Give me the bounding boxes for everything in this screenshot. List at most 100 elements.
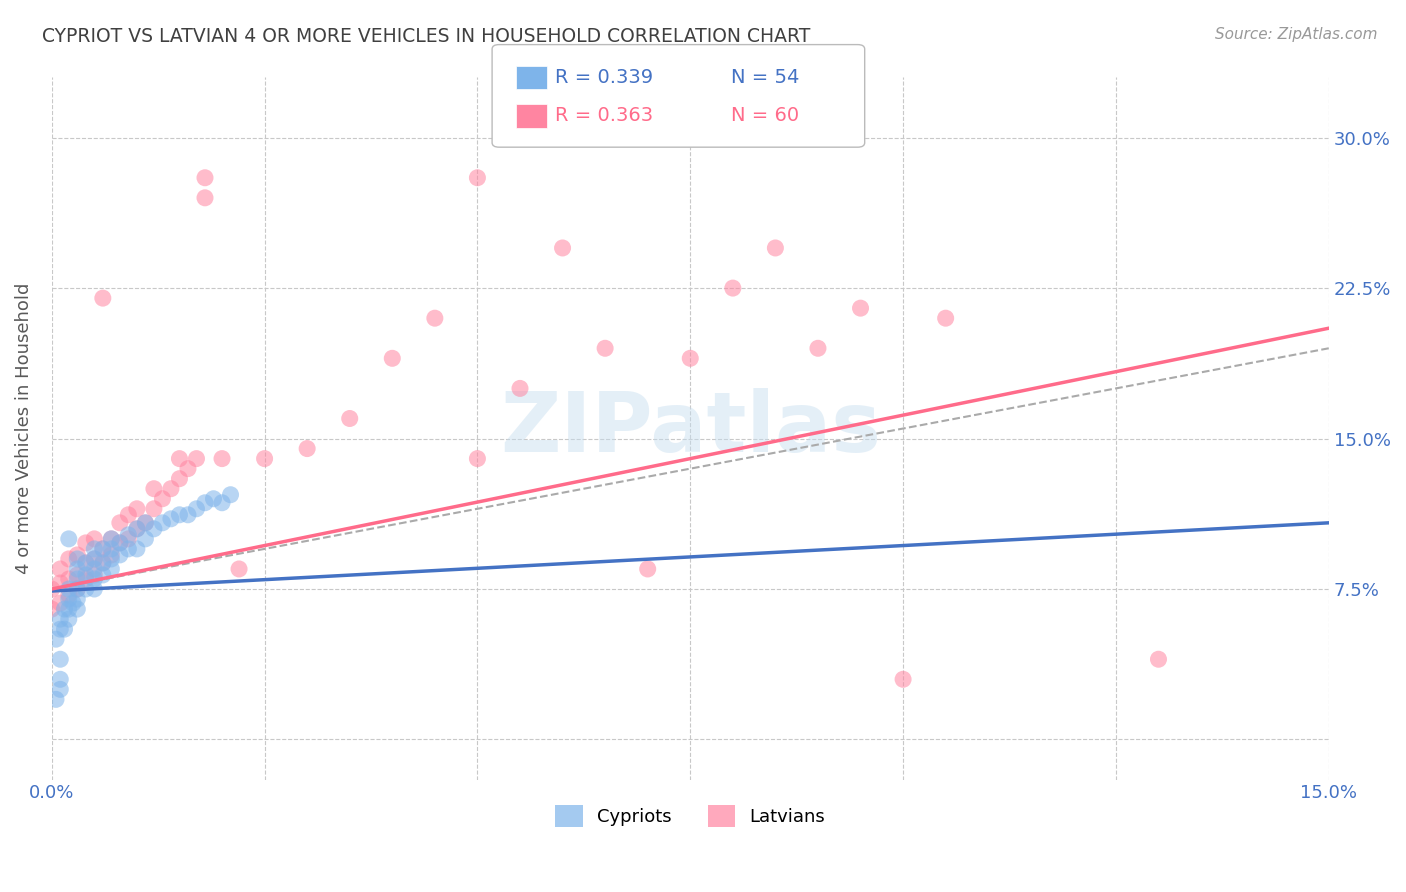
Point	[49, 622, 72, 636]
Point	[117, 528, 139, 542]
Point	[83, 541, 105, 556]
Point	[100, 541, 122, 556]
Point	[66, 568, 89, 582]
Point	[108, 536, 131, 550]
Point	[66, 548, 89, 562]
Point	[66, 562, 89, 576]
Point	[152, 516, 174, 530]
Point	[186, 451, 208, 466]
Point	[66, 572, 89, 586]
Point	[891, 673, 914, 687]
Point	[83, 532, 105, 546]
Point	[100, 548, 122, 562]
Point	[58, 582, 80, 596]
Point	[219, 488, 242, 502]
Point	[152, 491, 174, 506]
Point	[211, 496, 233, 510]
Point	[91, 556, 114, 570]
Text: R = 0.363: R = 0.363	[555, 106, 654, 126]
Point	[58, 532, 80, 546]
Point	[125, 501, 148, 516]
Legend: Cypriots, Latvians: Cypriots, Latvians	[548, 797, 832, 834]
Point	[45, 632, 67, 647]
Point	[253, 451, 276, 466]
Text: ZIPatlas: ZIPatlas	[499, 388, 880, 469]
Point	[134, 516, 156, 530]
Point	[66, 582, 89, 596]
Point	[75, 536, 97, 550]
Point	[807, 341, 830, 355]
Point	[75, 556, 97, 570]
Point	[142, 501, 165, 516]
Point	[721, 281, 744, 295]
Point	[637, 562, 659, 576]
Point	[100, 552, 122, 566]
Point	[423, 311, 446, 326]
Point	[1147, 652, 1170, 666]
Y-axis label: 4 or more Vehicles in Household: 4 or more Vehicles in Household	[15, 283, 32, 574]
Point	[100, 562, 122, 576]
Point	[66, 592, 89, 607]
Point	[177, 508, 200, 522]
Point	[169, 472, 191, 486]
Point	[117, 532, 139, 546]
Point	[83, 552, 105, 566]
Point	[169, 508, 191, 522]
Point	[58, 552, 80, 566]
Point	[763, 241, 786, 255]
Point	[381, 351, 404, 366]
Point	[75, 572, 97, 586]
Point	[339, 411, 361, 425]
Point	[49, 576, 72, 591]
Point	[58, 592, 80, 607]
Text: N = 60: N = 60	[731, 106, 799, 126]
Point	[295, 442, 318, 456]
Point	[100, 532, 122, 546]
Point	[83, 552, 105, 566]
Point	[49, 673, 72, 687]
Point	[177, 461, 200, 475]
Text: Source: ZipAtlas.com: Source: ZipAtlas.com	[1215, 27, 1378, 42]
Point	[125, 522, 148, 536]
Point	[186, 501, 208, 516]
Point	[679, 351, 702, 366]
Point	[849, 301, 872, 315]
Text: N = 54: N = 54	[731, 68, 800, 87]
Point	[202, 491, 225, 506]
Point	[194, 170, 217, 185]
Point	[75, 582, 97, 596]
Point	[66, 582, 89, 596]
Point	[58, 572, 80, 586]
Point	[194, 496, 217, 510]
Point	[45, 692, 67, 706]
Point	[117, 541, 139, 556]
Text: R = 0.339: R = 0.339	[555, 68, 654, 87]
Point	[142, 482, 165, 496]
Point	[91, 541, 114, 556]
Text: CYPRIOT VS LATVIAN 4 OR MORE VEHICLES IN HOUSEHOLD CORRELATION CHART: CYPRIOT VS LATVIAN 4 OR MORE VEHICLES IN…	[42, 27, 810, 45]
Point	[211, 451, 233, 466]
Point	[91, 556, 114, 570]
Point	[58, 588, 80, 602]
Point	[169, 451, 191, 466]
Point	[593, 341, 616, 355]
Point	[75, 568, 97, 582]
Point	[134, 532, 156, 546]
Point	[551, 241, 574, 255]
Point	[75, 556, 97, 570]
Point	[134, 516, 156, 530]
Point	[58, 612, 80, 626]
Point	[228, 562, 250, 576]
Point	[117, 508, 139, 522]
Point	[108, 536, 131, 550]
Point	[91, 291, 114, 305]
Point	[91, 568, 114, 582]
Point	[49, 682, 72, 697]
Point	[49, 562, 72, 576]
Point	[467, 451, 489, 466]
Point	[49, 596, 72, 610]
Point	[41, 602, 63, 616]
Point	[125, 522, 148, 536]
Point	[160, 512, 183, 526]
Point	[53, 602, 76, 616]
